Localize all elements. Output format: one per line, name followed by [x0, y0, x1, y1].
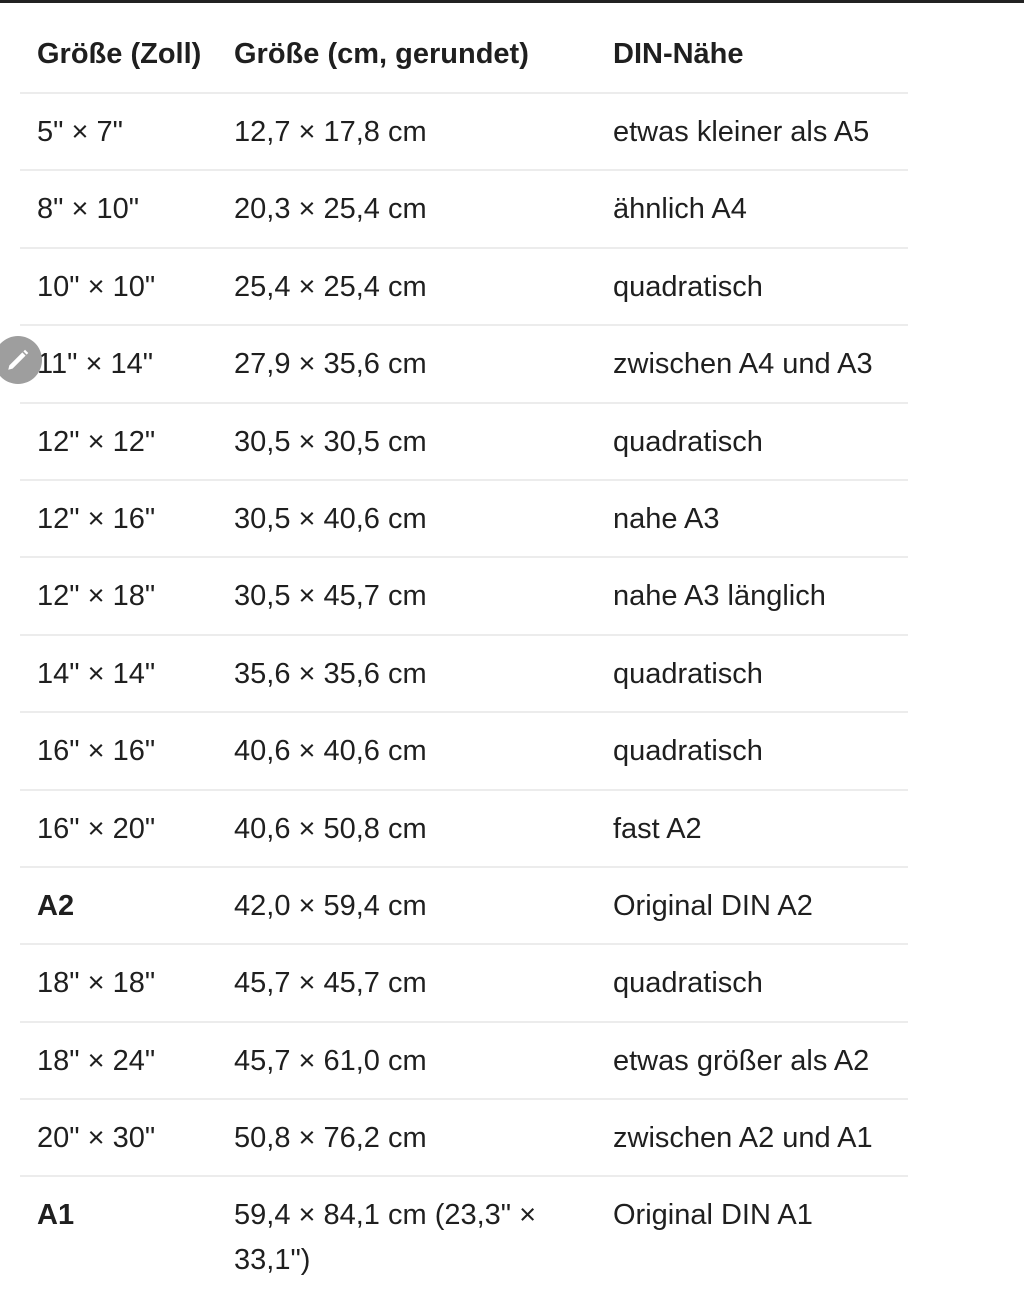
pencil-icon: [8, 349, 29, 370]
header-zoll: Größe (Zoll): [37, 38, 202, 70]
cell-din: fast A2: [613, 812, 702, 845]
table-row: 20" × 30" 50,8 × 76,2 cm zwischen A2 und A…: [20, 1100, 908, 1178]
table-row: 11" × 14" 27,9 × 35,6 cm zwischen A4 und A…: [20, 326, 908, 404]
table-row: 14" × 14" 35,6 × 35,6 cm quadratisch: [20, 636, 908, 714]
table-row: A2 42,0 × 59,4 cm Original DIN A2: [20, 868, 908, 946]
cell-cm: 40,6 × 50,8 cm: [234, 812, 427, 845]
cell-zoll: 16" × 16": [37, 735, 156, 768]
cell-cm: 50,8 × 76,2 cm: [234, 1122, 427, 1155]
cell-cm: 25,4 × 25,4 cm: [234, 270, 427, 303]
cell-cm: 35,6 × 35,6 cm: [234, 657, 427, 690]
table-row: 12" × 12" 30,5 × 30,5 cm quadratisch: [20, 404, 908, 481]
cell-cm: 45,7 × 61,0 cm: [234, 1044, 427, 1077]
table-row: 18" × 24" 45,7 × 61,0 cm etwas größer als …: [20, 1023, 908, 1101]
cell-din: Original DIN A1: [613, 1199, 813, 1232]
cell-zoll: 5" × 7": [37, 116, 123, 148]
cell-din: quadratisch: [613, 270, 763, 303]
cell-din: quadratisch: [613, 735, 763, 768]
cell-din: quadratisch: [613, 967, 763, 1000]
table-row: 10" × 10" 25,4 × 25,4 cm quadratisch: [20, 249, 908, 327]
table-row: 12" × 16" 30,5 × 40,6 cm nahe A3: [20, 481, 908, 559]
cell-zoll: 12" × 16": [37, 502, 156, 535]
cell-cm: 30,5 × 30,5 cm: [234, 425, 427, 458]
table-row: 12" × 18" 30,5 × 45,7 cm nahe A3 länglich: [20, 558, 908, 636]
cell-cm: 27,9 × 35,6 cm: [234, 348, 427, 381]
cell-din: zwischen A4 und A3: [613, 348, 873, 381]
cell-zoll: 18" × 24": [37, 1044, 156, 1077]
cell-din: zwischen A2 und A1: [613, 1122, 873, 1155]
header-din: DIN-Nähe: [613, 38, 744, 70]
cell-zoll: A1: [37, 1199, 75, 1232]
top-border: [0, 0, 1024, 3]
table-row: 16" × 20" 40,6 × 50,8 cm fast A2: [20, 791, 908, 868]
cell-din: etwas größer als A2: [613, 1044, 870, 1077]
table-row: 18" × 18" 45,7 × 45,7 cm quadratisch: [20, 945, 908, 1023]
edit-button[interactable]: [0, 336, 42, 384]
cell-zoll: 16" × 20": [37, 812, 156, 845]
table-row: A1 59,4 × 84,1 cm (23,3" × 33,1") Original…: [20, 1177, 908, 1297]
cell-cm: 30,5 × 40,6 cm: [234, 502, 427, 535]
cell-din: nahe A3: [613, 502, 720, 535]
cell-cm: 12,7 × 17,8 cm: [234, 116, 427, 148]
cell-din: nahe A3 länglich: [613, 580, 826, 613]
cell-cm: 59,4 × 84,1 cm (23,3" × 33,1"): [234, 1199, 537, 1277]
cell-zoll: A2: [37, 889, 75, 922]
cell-cm: 45,7 × 45,7 cm: [234, 967, 427, 1000]
cell-din: Original DIN A2: [613, 889, 813, 922]
cell-din: quadratisch: [613, 425, 763, 458]
header-cm: Größe (cm, gerundet): [234, 38, 529, 70]
table-row: 8" × 10" 20,3 × 25,4 cm ähnlich A4: [20, 171, 908, 249]
table-row: 5" × 7" 12,7 × 17,8 cm etwas kleiner als A…: [20, 94, 908, 172]
table-row: 16" × 16" 40,6 × 40,6 cm quadratisch: [20, 713, 908, 791]
cell-din: etwas kleiner als A5: [613, 116, 870, 148]
cell-zoll: 14" × 14": [37, 657, 156, 690]
cell-cm: 20,3 × 25,4 cm: [234, 193, 427, 226]
cell-zoll: 18" × 18": [37, 967, 156, 1000]
cell-cm: 42,0 × 59,4 cm: [234, 889, 427, 922]
table-header: Größe (Zoll) Größe (cm, gerundet) DIN-Nä…: [20, 18, 908, 94]
cell-zoll: 12" × 18": [37, 580, 156, 613]
cell-zoll: 10" × 10": [37, 270, 156, 303]
cell-zoll: 20" × 30": [37, 1122, 156, 1155]
cell-zoll: 11" × 14": [37, 348, 153, 381]
cell-cm: 30,5 × 45,7 cm: [234, 580, 427, 613]
size-table: Größe (Zoll) Größe (cm, gerundet) DIN-Nä…: [20, 18, 908, 1297]
cell-cm: 40,6 × 40,6 cm: [234, 735, 427, 768]
cell-zoll: 12" × 12": [37, 425, 156, 458]
cell-din: quadratisch: [613, 657, 763, 690]
cell-din: ähnlich A4: [613, 193, 747, 226]
cell-zoll: 8" × 10": [37, 193, 140, 226]
